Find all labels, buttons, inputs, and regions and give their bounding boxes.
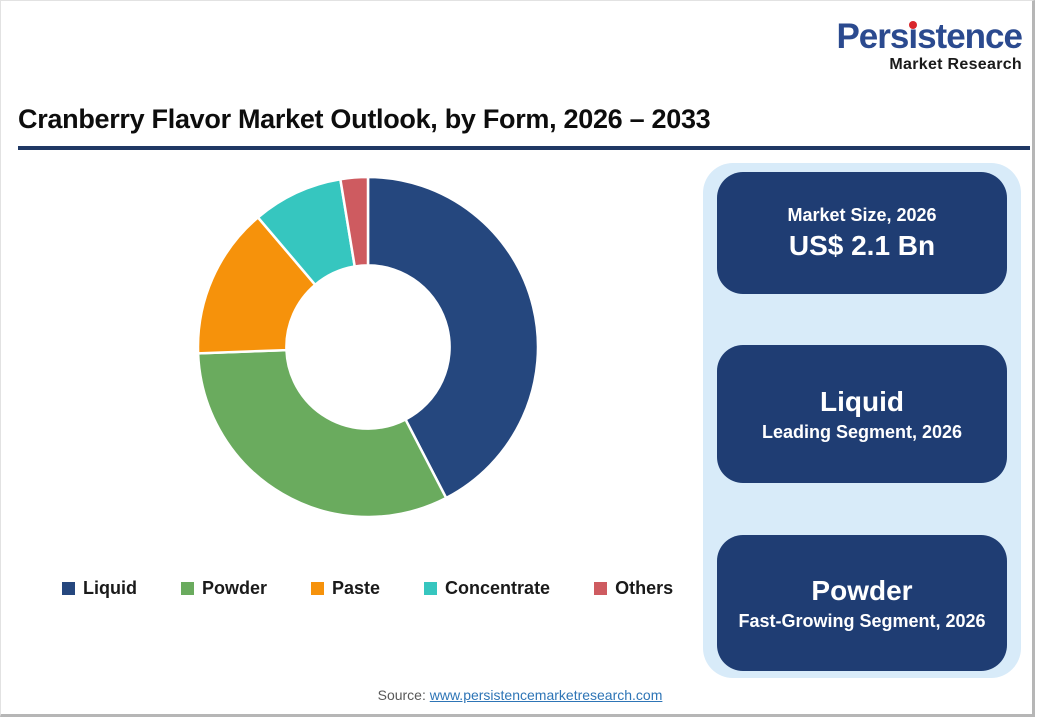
fast-growing-segment-card: Powder Fast-Growing Segment, 2026 (717, 535, 1007, 671)
chart-legend: Liquid Powder Paste Concentrate Others (62, 578, 673, 599)
page-title: Cranberry Flavor Market Outlook, by Form… (18, 104, 711, 134)
legend-item-liquid: Liquid (62, 578, 137, 599)
legend-item-concentrate: Concentrate (424, 578, 550, 599)
market-size-card-title: Market Size, 2026 (787, 204, 937, 225)
source-link[interactable]: www.persistencemarketresearch.com (429, 687, 663, 703)
legend-label-concentrate: Concentrate (445, 578, 551, 598)
brand-logo: Persı stence Market Research (836, 17, 1023, 73)
legend-label-others: Others (615, 578, 674, 598)
legend-item-paste: Paste (311, 578, 380, 599)
leading-segment-card-title: Liquid (820, 385, 904, 417)
legend-swatch-powder (180, 582, 194, 595)
legend-label-liquid: Liquid (83, 578, 137, 598)
donut-slice-others (339, 175, 370, 268)
info-panel: Market Size, 2026 US$ 2.1 Bn Liquid Lead… (703, 163, 1021, 678)
legend-swatch-concentrate (424, 582, 438, 595)
fast-growing-segment-card-title: Powder (811, 574, 913, 606)
donut-chart (196, 175, 540, 519)
brand-dot-icon (908, 21, 917, 29)
brand-name: Persı stence (836, 17, 1023, 56)
legend-item-others: Others (594, 578, 673, 599)
legend-swatch-liquid (62, 582, 75, 595)
legend-item-powder: Powder (180, 578, 267, 599)
market-size-card-value: US$ 2.1 Bn (788, 229, 936, 261)
fast-growing-segment-card-subtitle: Fast-Growing Segment, 2026 (738, 610, 986, 631)
source-label: Source: (377, 687, 426, 703)
legend-swatch-paste (311, 582, 324, 595)
donut-slice-powder (196, 348, 448, 519)
title-underline (18, 146, 1030, 150)
brand-subtitle: Market Research (889, 56, 1022, 73)
legend-swatch-others (594, 582, 608, 595)
legend-label-paste: Paste (332, 578, 381, 598)
legend-label-powder: Powder (201, 578, 267, 598)
leading-segment-card-subtitle: Leading Segment, 2026 (761, 421, 963, 442)
source-line: Source: www.persistencemarketresearch.co… (0, 687, 1040, 703)
donut-slice-liquid (366, 175, 540, 500)
market-size-card: Market Size, 2026 US$ 2.1 Bn (717, 172, 1007, 294)
leading-segment-card: Liquid Leading Segment, 2026 (717, 345, 1007, 483)
